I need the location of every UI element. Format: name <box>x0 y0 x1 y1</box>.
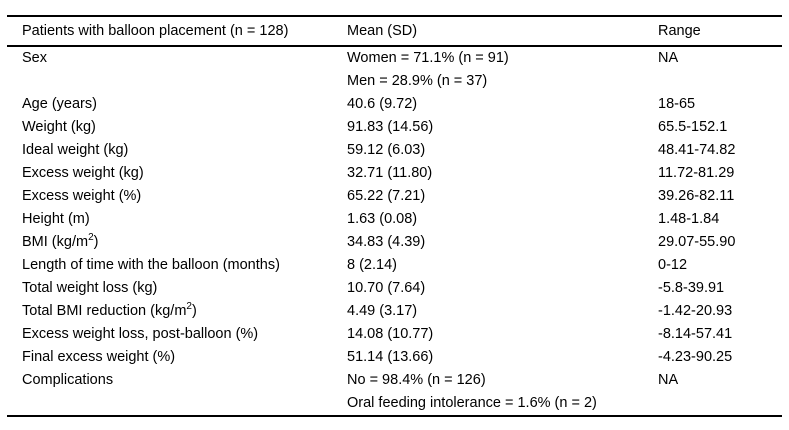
row-range-value: 48.41-74.82 <box>658 142 736 158</box>
table-row: Men = 28.9% (n = 37) <box>7 70 782 93</box>
row-label: Age (years) <box>7 93 347 116</box>
row-range-value: -4.23-90.25 <box>658 349 733 365</box>
row-label-text: Final excess weight (%) <box>22 349 176 365</box>
row-label-superscript: 2 <box>88 232 94 244</box>
row-label: Weight (kg) <box>7 116 347 139</box>
row-label-text: Total weight loss (kg) <box>22 280 158 296</box>
row-mean-value: 8 (2.14) <box>347 257 397 273</box>
table-row: Excess weight (%) 65.22 (7.21) 39.26-82.… <box>7 185 782 208</box>
row-label-text: BMI (kg/m <box>22 234 89 250</box>
table-row: Length of time with the balloon (months)… <box>7 254 782 277</box>
header-col-parameter: Patients with balloon placement (n = 128… <box>22 22 289 39</box>
row-range-value: 1.48-1.84 <box>658 211 720 227</box>
row-label-text: Sex <box>22 50 47 66</box>
table-row: Excess weight (kg) 32.71 (11.80) 11.72-8… <box>7 162 782 185</box>
row-range-value: -1.42-20.93 <box>658 303 733 319</box>
row-mean-value: 34.83 (4.39) <box>347 234 426 250</box>
row-label: Height (m) <box>7 208 347 231</box>
row-label: Length of time with the balloon (months) <box>7 254 347 277</box>
row-range-value: NA <box>658 50 679 66</box>
row-label-text: Excess weight (kg) <box>22 165 144 181</box>
row-range-value: 29.07-55.90 <box>658 234 736 250</box>
row-label-text: Age (years) <box>22 96 97 112</box>
row-label: Total BMI reduction (kg/m2) <box>7 300 347 323</box>
table-row: Total BMI reduction (kg/m2) 4.49 (3.17) … <box>7 300 782 323</box>
row-label-text: Weight (kg) <box>22 119 96 135</box>
row-mean-value: 40.6 (9.72) <box>347 96 418 112</box>
row-label: Excess weight (%) <box>7 185 347 208</box>
patients-table: Patients with balloon placement (n = 128… <box>7 15 782 417</box>
row-range-value: 0-12 <box>658 257 688 273</box>
row-label: Final excess weight (%) <box>7 346 347 369</box>
table-row: Total weight loss (kg) 10.70 (7.64) -5.8… <box>7 277 782 300</box>
table-header-row: Patients with balloon placement (n = 128… <box>7 17 782 47</box>
row-range-value: -5.8-39.91 <box>658 280 725 296</box>
table-row: Excess weight loss, post-balloon (%) 14.… <box>7 323 782 346</box>
row-mean-value: Oral feeding intolerance = 1.6% (n = 2) <box>347 395 597 411</box>
row-label-text: Excess weight loss, post-balloon (%) <box>22 326 259 342</box>
row-label-text: Height (m) <box>22 211 90 227</box>
table-row: Sex Women = 71.1% (n = 91) NA <box>7 47 782 70</box>
row-label: BMI (kg/m2) <box>7 231 347 254</box>
row-range-value: -8.14-57.41 <box>658 326 733 342</box>
row-mean-value: 10.70 (7.64) <box>347 280 426 296</box>
row-mean-value: No = 98.4% (n = 126) <box>347 372 486 388</box>
row-range-value: NA <box>658 372 679 388</box>
table-row: Ideal weight (kg) 59.12 (6.03) 48.41-74.… <box>7 139 782 162</box>
row-label-suffix: ) <box>191 303 197 319</box>
table-row: Complications No = 98.4% (n = 126) NA <box>7 369 782 392</box>
row-label: Total weight loss (kg) <box>7 277 347 300</box>
row-label-text: Ideal weight (kg) <box>22 142 129 158</box>
row-mean-value: 59.12 (6.03) <box>347 142 426 158</box>
row-mean-value: 65.22 (7.21) <box>347 188 426 204</box>
row-mean-value: Women = 71.1% (n = 91) <box>347 50 509 66</box>
row-mean-value: 1.63 (0.08) <box>347 211 418 227</box>
row-label: Sex <box>7 47 347 70</box>
table-row: Age (years) 40.6 (9.72) 18-65 <box>7 93 782 116</box>
header-col-mean: Mean (SD) <box>347 22 418 39</box>
row-label-text: Length of time with the balloon (months) <box>22 257 280 273</box>
row-label: Excess weight loss, post-balloon (%) <box>7 323 347 346</box>
row-mean-value: 14.08 (10.77) <box>347 326 434 342</box>
table-row: Oral feeding intolerance = 1.6% (n = 2) <box>7 392 782 415</box>
row-label: Excess weight (kg) <box>7 162 347 185</box>
row-label-superscript: 2 <box>186 301 192 313</box>
row-mean-value: 32.71 (11.80) <box>347 165 433 181</box>
table-row: Weight (kg) 91.83 (14.56) 65.5-152.1 <box>7 116 782 139</box>
row-label-suffix: ) <box>93 234 99 250</box>
row-label: Ideal weight (kg) <box>7 139 347 162</box>
row-range-value: 65.5-152.1 <box>658 119 728 135</box>
row-mean-value: 4.49 (3.17) <box>347 303 418 319</box>
row-label-text: Complications <box>22 372 114 388</box>
row-range-value: 11.72-81.29 <box>658 165 735 181</box>
table-row: Height (m) 1.63 (0.08) 1.48-1.84 <box>7 208 782 231</box>
row-label-text: Total BMI reduction (kg/m <box>22 303 187 319</box>
table-body: Sex Women = 71.1% (n = 91) NA Men = 28.9… <box>7 47 782 417</box>
row-range-value: 18-65 <box>658 96 696 112</box>
header-col-range: Range <box>658 22 701 39</box>
table-row: BMI (kg/m2) 34.83 (4.39) 29.07-55.90 <box>7 231 782 254</box>
row-mean-value: 51.14 (13.66) <box>347 349 434 365</box>
row-label: Complications <box>7 369 347 392</box>
row-label-text: Excess weight (%) <box>22 188 142 204</box>
table-row: Final excess weight (%) 51.14 (13.66) -4… <box>7 346 782 369</box>
row-mean-value: 91.83 (14.56) <box>347 119 434 135</box>
row-range-value: 39.26-82.11 <box>658 188 735 204</box>
row-mean-value: Men = 28.9% (n = 37) <box>347 73 488 89</box>
